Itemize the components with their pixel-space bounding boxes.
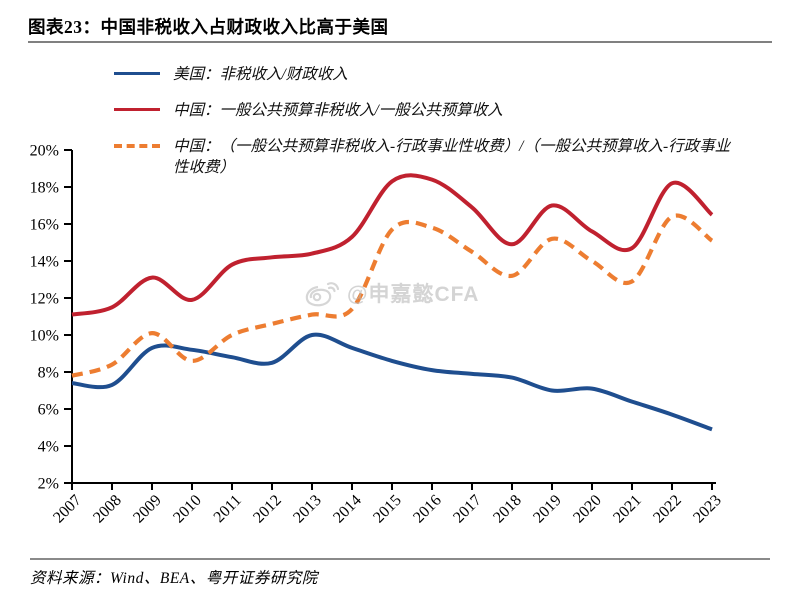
watermark: @申嘉懿CFA — [304, 278, 479, 308]
chart-title: 图表23：中国非税收入占财政收入比高于美国 — [28, 17, 389, 37]
legend-item-china: 中国：一般公共预算非税收入/一般公共预算收入 — [114, 100, 734, 121]
y-axis-tick-label: 20% — [30, 143, 59, 160]
series-line-us-nontax-share — [71, 332, 713, 432]
legend-label-us: 美国：非税收入/财政收入 — [173, 66, 348, 83]
y-axis-tick-label: 8% — [38, 365, 59, 382]
x-axis-tick-label: 2019 — [530, 492, 565, 527]
line-sample-orange-dashed-icon — [114, 144, 160, 148]
x-axis-tick-label: 2013 — [290, 492, 325, 527]
x-axis-tick-label: 2015 — [370, 492, 405, 527]
x-axis-tick-label: 2022 — [650, 492, 685, 527]
x-axis-tick-label: 2017 — [450, 492, 485, 527]
x-axis-tick-label: 2012 — [250, 492, 285, 527]
series-line-china-nontax-share — [71, 173, 714, 317]
x-axis-tick-label: 2008 — [90, 492, 125, 527]
y-axis-tick-label: 4% — [38, 439, 59, 456]
y-axis-tick-label: 2% — [38, 476, 59, 493]
y-axis-tick-label: 14% — [30, 254, 59, 271]
legend-item-china-adjusted: 中国：（一般公共预算非税收入-行政事业性收费）/（一般公共预算收入-行政事业性收… — [114, 136, 734, 178]
title-divider — [28, 41, 772, 43]
y-axis-tick-label: 10% — [30, 328, 59, 345]
legend-label-china-adjusted: 中国：（一般公共预算非税收入-行政事业性收费）/（一般公共预算收入-行政事业性收… — [173, 138, 731, 176]
source-divider — [30, 558, 770, 560]
y-axis-tick-label: 6% — [38, 402, 59, 419]
watermark-text: @申嘉懿CFA — [347, 283, 480, 306]
axes — [64, 149, 716, 490]
legend: 美国：非税收入/财政收入 中国：一般公共预算非税收入/一般公共预算收入 中国：（… — [114, 64, 734, 178]
x-axis-tick-label: 2007 — [50, 492, 85, 527]
source-note: 资料来源：Wind、BEA、粤开证券研究院 — [30, 570, 318, 587]
x-axis-tick-label: 2018 — [490, 492, 525, 527]
x-axis-tick-label: 2020 — [570, 492, 605, 527]
x-axis-tick-label: 2011 — [211, 492, 245, 526]
y-axis-tick-label: 12% — [30, 291, 59, 308]
legend-item-us: 美国：非税收入/财政收入 — [114, 64, 734, 85]
x-axis-tick-label: 2023 — [690, 492, 725, 527]
x-axis-tick-label: 2021 — [610, 492, 645, 527]
x-axis-tick-label: 2014 — [330, 492, 365, 527]
x-axis-tick-label: 2016 — [410, 492, 445, 527]
series-line-china-nontax-share-ex-fees — [71, 213, 714, 378]
y-axis-tick-label: 18% — [30, 180, 59, 197]
x-axis-tick-label: 2009 — [130, 492, 165, 527]
legend-label-china: 中国：一般公共预算非税收入/一般公共预算收入 — [173, 102, 503, 119]
y-axis-tick-label: 16% — [30, 217, 59, 234]
line-sample-red-icon — [114, 108, 160, 111]
line-sample-blue-icon — [114, 72, 160, 75]
x-axis-tick-label: 2010 — [170, 492, 205, 527]
weibo-icon — [305, 282, 340, 307]
